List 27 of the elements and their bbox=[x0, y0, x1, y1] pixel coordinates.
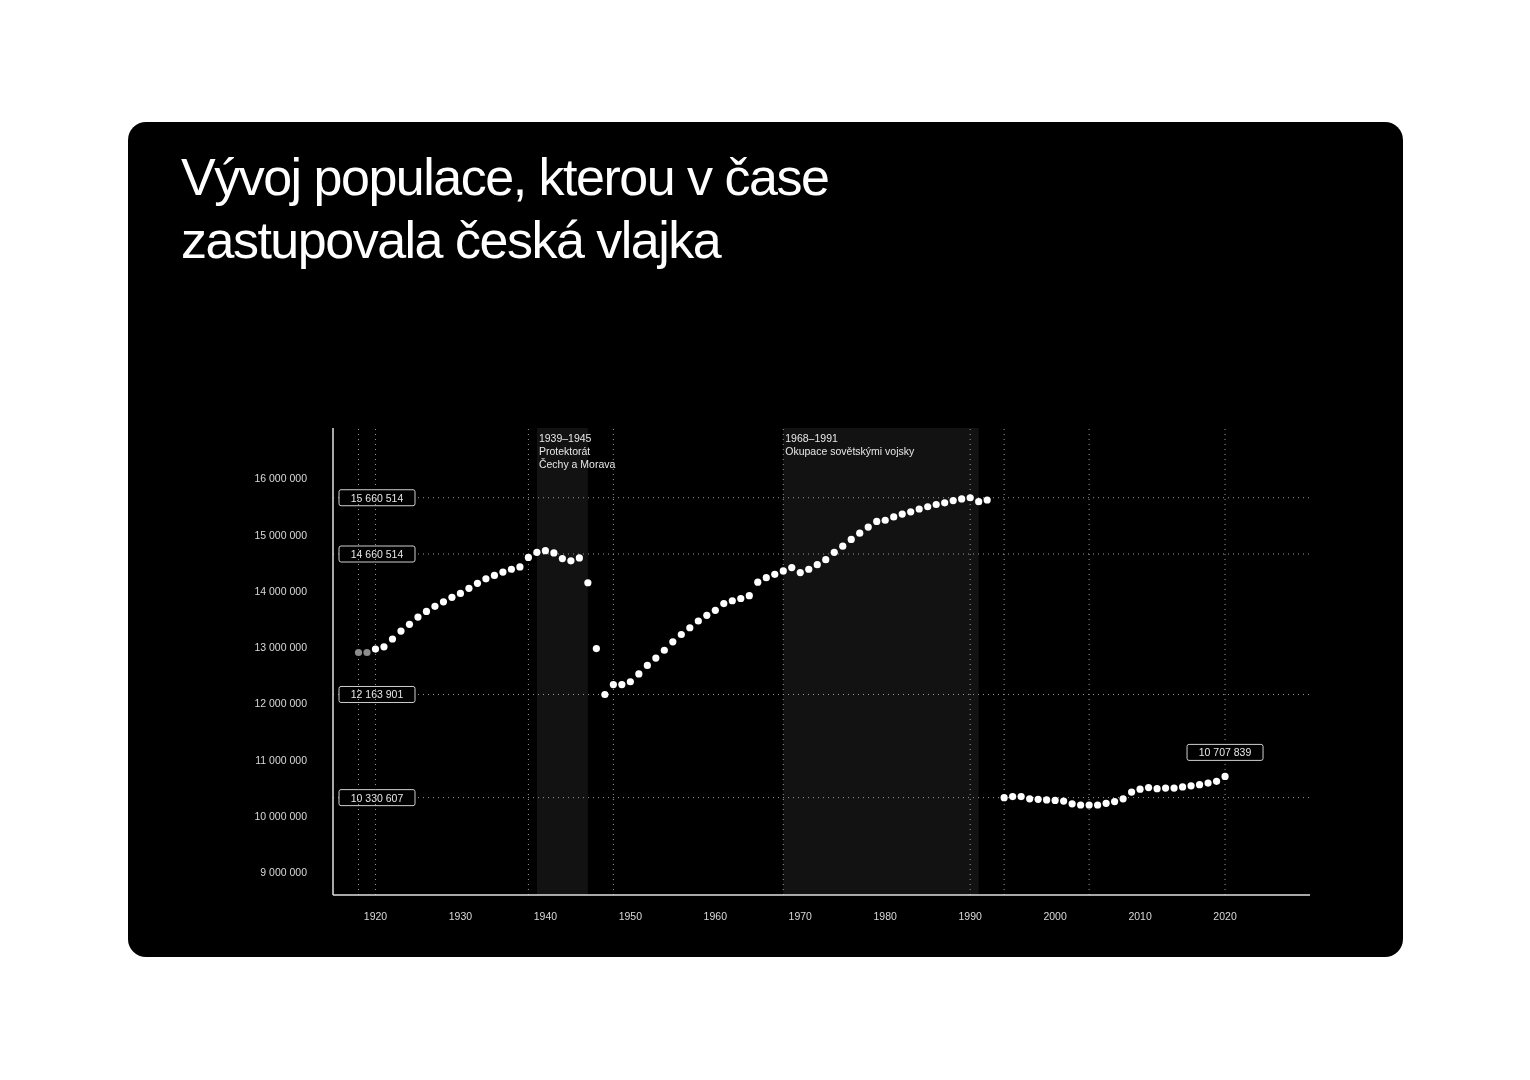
y-tick-label: 16 000 000 bbox=[254, 472, 308, 485]
ref-line-label: 15 660 514 bbox=[350, 491, 404, 504]
x-tick-label: 2000 bbox=[1043, 910, 1067, 923]
x-tick-label: 1930 bbox=[448, 910, 473, 923]
x-tick-label: 1980 bbox=[873, 910, 898, 923]
band-label: 1939–1945 Protektorát Čechy a Morava bbox=[538, 432, 616, 470]
y-tick-label: 12 000 000 bbox=[254, 697, 308, 710]
x-tick-label: 1970 bbox=[788, 910, 813, 923]
x-tick-label: 1990 bbox=[958, 910, 983, 923]
ref-line-label: 14 660 514 bbox=[350, 548, 404, 560]
y-tick-label: 9 000 000 bbox=[260, 866, 308, 879]
x-tick-label: 1950 bbox=[618, 910, 643, 923]
x-tick-label: 1960 bbox=[703, 910, 728, 923]
ref-line-label: 12 163 901 bbox=[350, 688, 404, 701]
y-tick-label: 14 000 000 bbox=[254, 584, 308, 597]
x-tick-label: 2010 bbox=[1128, 910, 1152, 923]
ref-line-label: 10 330 607 bbox=[350, 791, 404, 804]
x-tick-label: 1940 bbox=[533, 910, 558, 923]
y-tick-label: 15 000 000 bbox=[254, 528, 308, 541]
x-tick-label: 1920 bbox=[363, 910, 388, 923]
y-tick-label: 10 000 000 bbox=[254, 809, 308, 822]
chart-title: Vývoj populace, kterou v čase zastupovala česká vlajka bbox=[181, 147, 830, 271]
annotation: 10 707 839 bbox=[1198, 746, 1252, 759]
y-tick-label: 13 000 000 bbox=[254, 641, 308, 654]
band-label: 1968–1991 Okupace sovětskými vojsky bbox=[785, 432, 915, 457]
y-tick-label: 11 000 000 bbox=[255, 753, 308, 766]
x-tick-label: 2020 bbox=[1213, 910, 1237, 923]
